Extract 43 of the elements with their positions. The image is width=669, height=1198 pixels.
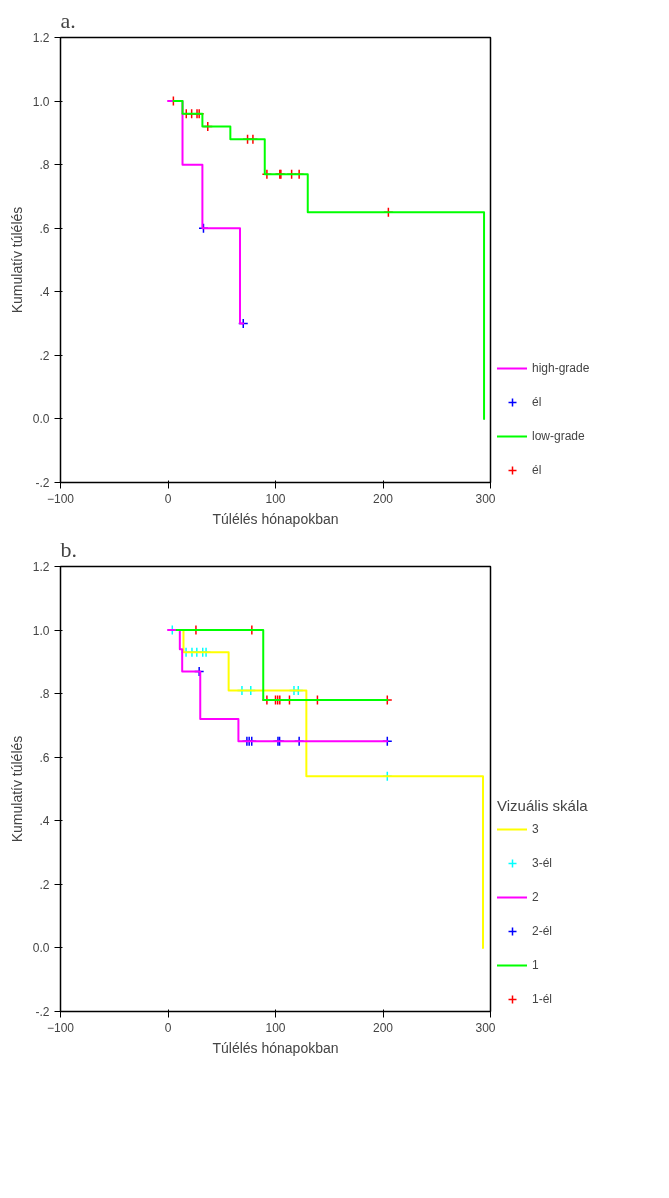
chart-title: b. xyxy=(60,536,77,562)
y-tick-label: .8 xyxy=(39,687,50,702)
x-tick-label: −100 xyxy=(46,1020,75,1035)
legend-title: Vizuális skála xyxy=(497,797,588,814)
y-tick-label: 1.2 xyxy=(32,31,50,45)
legend-label: él xyxy=(532,463,543,477)
y-tick-label: 0.0 xyxy=(32,941,50,956)
legend-label: low-grade xyxy=(532,429,585,443)
legend-label: 1-él xyxy=(532,992,553,1006)
y-axis-title: Kumulatív túlélés xyxy=(8,735,25,843)
y-tick-label: 1.2 xyxy=(32,560,50,574)
y-tick-label: -.2 xyxy=(35,476,50,490)
x-axis-title: Túlélés hónapokban xyxy=(212,510,339,527)
legend-label: 3-él xyxy=(532,856,553,870)
x-tick-label: 100 xyxy=(265,491,286,506)
legend-label: 3 xyxy=(532,822,540,836)
x-tick-label: 200 xyxy=(372,491,394,506)
y-tick-label: .4 xyxy=(39,285,50,300)
x-tick-label: 300 xyxy=(475,1020,496,1035)
x-tick-label: 100 xyxy=(265,1020,286,1035)
y-tick-label: .2 xyxy=(39,348,50,363)
y-tick-label: .6 xyxy=(39,750,50,765)
y-tick-label: 1.0 xyxy=(32,94,50,109)
y-tick-label: .6 xyxy=(39,221,50,236)
x-tick-label: 200 xyxy=(372,1020,394,1035)
y-tick-label: .2 xyxy=(39,877,50,892)
y-tick-label: 1.0 xyxy=(32,623,50,638)
legend-label: 2-él xyxy=(532,924,553,938)
y-tick-label: 0.0 xyxy=(32,412,50,427)
legend-label: 2 xyxy=(532,890,540,904)
legend-label: 1 xyxy=(532,958,540,972)
y-tick-label: -.2 xyxy=(35,1005,50,1019)
x-axis-title: Túlélés hónapokban xyxy=(212,1039,339,1056)
x-tick-label: 0 xyxy=(164,491,172,506)
chart-title: a. xyxy=(60,7,76,33)
y-tick-label: .4 xyxy=(39,814,50,829)
x-tick-label: 300 xyxy=(475,491,496,506)
y-axis-title: Kumulatív túlélés xyxy=(8,206,25,314)
legend-label: high-grade xyxy=(532,361,590,375)
x-tick-label: 0 xyxy=(164,1020,172,1035)
x-tick-label: −100 xyxy=(46,491,75,506)
legend-label: él xyxy=(532,395,543,409)
y-tick-label: .8 xyxy=(39,158,50,173)
